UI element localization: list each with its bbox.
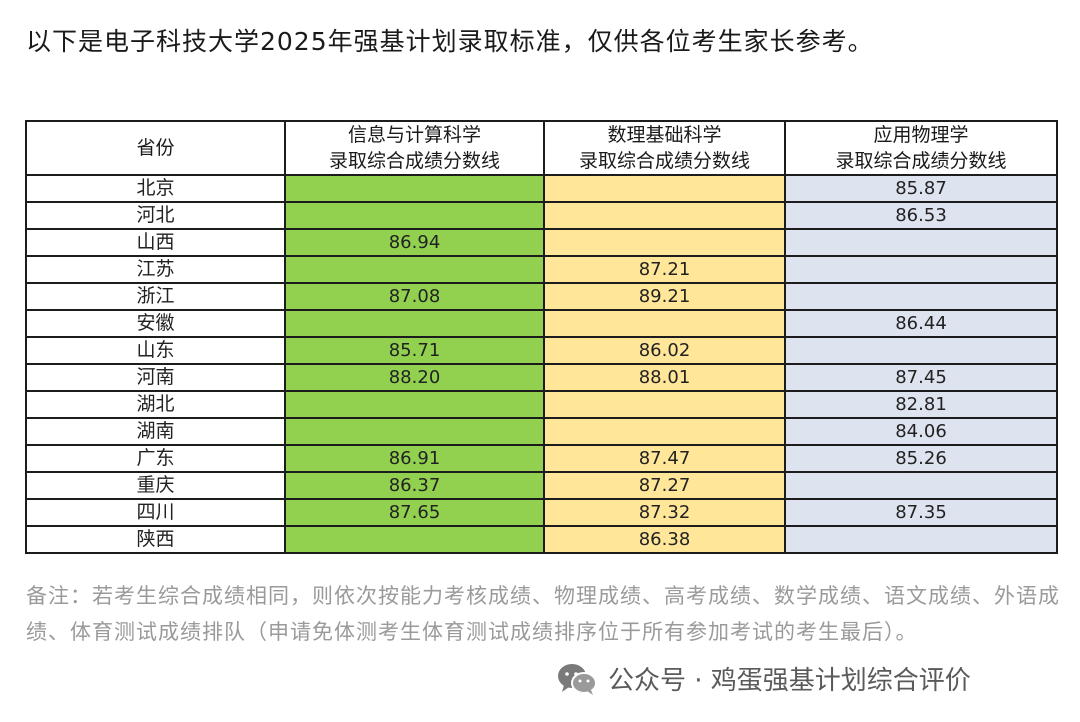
watermark: 公众号 · 鸡蛋强基计划综合评价: [556, 660, 971, 697]
math-score-cell: 87.27: [543, 471, 786, 500]
info-score-cell: [284, 174, 545, 203]
info-score-cell: 87.65: [284, 498, 545, 527]
phys-score-cell: [784, 525, 1058, 554]
info-score-cell: 86.94: [284, 228, 545, 257]
province-cell: 河南: [25, 363, 286, 392]
table-row: 四川 87.65 87.32 87.35: [25, 498, 1058, 527]
header-province: 省份: [25, 120, 286, 176]
note-text: 备注：若考生综合成绩相同，则依次按能力考核成绩、物理成绩、高考成绩、数学成绩、语…: [26, 584, 1060, 644]
header-line: 录取综合成绩分数线: [328, 150, 500, 172]
province-cell: 湖北: [25, 390, 286, 419]
phys-score-cell: [784, 228, 1058, 257]
province-cell: 江苏: [25, 255, 286, 284]
wechat-icon: [556, 661, 598, 697]
header-line: 录取综合成绩分数线: [835, 150, 1007, 172]
table-row: 江苏 87.21: [25, 255, 1058, 284]
header-line: 应用物理学: [873, 124, 969, 146]
phys-score-cell: [784, 282, 1058, 311]
phys-score-cell: [784, 336, 1058, 365]
header-line: 信息与计算科学: [347, 124, 481, 146]
table-row: 重庆 86.37 87.27: [25, 471, 1058, 500]
math-score-cell: [543, 417, 786, 446]
math-score-cell: [543, 228, 786, 257]
table-header-row: 省份 信息与计算科学 录取综合成绩分数线 数理基础科学 录取综合成绩分数线 应用物理…: [25, 120, 1058, 176]
table-body: 北京 85.87 河北 86.53 山西 86.94 江苏 87.21 浙江 87.08 89.21…: [25, 174, 1058, 554]
info-score-cell: [284, 309, 545, 338]
province-cell: 陕西: [25, 525, 286, 554]
math-score-cell: [543, 201, 786, 230]
intro-text: 以下是电子科技大学2025年强基计划录取标准，仅供各位考生家长参考。: [26, 27, 874, 56]
info-score-cell: 86.37: [284, 471, 545, 500]
info-score-cell: [284, 201, 545, 230]
phys-score-cell: 85.87: [784, 174, 1058, 203]
phys-score-cell: 87.35: [784, 498, 1058, 527]
phys-score-cell: [784, 471, 1058, 500]
province-cell: 浙江: [25, 282, 286, 311]
phys-score-cell: 87.45: [784, 363, 1058, 392]
phys-score-cell: 85.26: [784, 444, 1058, 473]
info-score-cell: 88.20: [284, 363, 545, 392]
table-row: 广东 86.91 87.47 85.26: [25, 444, 1058, 473]
table-row: 山东 85.71 86.02: [25, 336, 1058, 365]
math-score-cell: 86.38: [543, 525, 786, 554]
table-row: 湖北 82.81: [25, 390, 1058, 419]
header-math-physics-basic: 数理基础科学录取综合成绩分数线: [543, 120, 786, 176]
table-row: 安徽 86.44: [25, 309, 1058, 338]
phys-score-cell: 84.06: [784, 417, 1058, 446]
province-cell: 山东: [25, 336, 286, 365]
province-cell: 北京: [25, 174, 286, 203]
info-score-cell: [284, 390, 545, 419]
province-cell: 湖南: [25, 417, 286, 446]
info-score-cell: [284, 255, 545, 284]
math-score-cell: 86.02: [543, 336, 786, 365]
math-score-cell: 88.01: [543, 363, 786, 392]
province-cell: 四川: [25, 498, 286, 527]
phys-score-cell: [784, 255, 1058, 284]
header-line: 省份: [136, 137, 175, 159]
info-score-cell: 86.91: [284, 444, 545, 473]
math-score-cell: 87.32: [543, 498, 786, 527]
header-line: 数理基础科学: [607, 124, 722, 146]
phys-score-cell: 86.53: [784, 201, 1058, 230]
math-score-cell: 87.47: [543, 444, 786, 473]
math-score-cell: [543, 390, 786, 419]
info-score-cell: 87.08: [284, 282, 545, 311]
province-cell: 重庆: [25, 471, 286, 500]
province-cell: 安徽: [25, 309, 286, 338]
math-score-cell: 87.21: [543, 255, 786, 284]
math-score-cell: 89.21: [543, 282, 786, 311]
table-row: 北京 85.87: [25, 174, 1058, 203]
table-row: 河南 88.20 88.01 87.45: [25, 363, 1058, 392]
header-line: 录取综合成绩分数线: [578, 150, 750, 172]
table-row: 陕西 86.38: [25, 525, 1058, 554]
province-cell: 广东: [25, 444, 286, 473]
table-row: 浙江 87.08 89.21: [25, 282, 1058, 311]
province-cell: 河北: [25, 201, 286, 230]
header-applied-physics: 应用物理学录取综合成绩分数线: [784, 120, 1058, 176]
math-score-cell: [543, 174, 786, 203]
math-score-cell: [543, 309, 786, 338]
phys-score-cell: 82.81: [784, 390, 1058, 419]
province-cell: 山西: [25, 228, 286, 257]
phys-score-cell: 86.44: [784, 309, 1058, 338]
admission-score-table: 省份 信息与计算科学 录取综合成绩分数线 数理基础科学 录取综合成绩分数线 应用物理…: [25, 120, 1058, 554]
table-row: 湖南 84.06: [25, 417, 1058, 446]
table-row: 河北 86.53: [25, 201, 1058, 230]
info-score-cell: 85.71: [284, 336, 545, 365]
info-score-cell: [284, 525, 545, 554]
table-row: 山西 86.94: [25, 228, 1058, 257]
info-score-cell: [284, 417, 545, 446]
watermark-text: 公众号 · 鸡蛋强基计划综合评价: [608, 666, 971, 696]
header-info-computing: 信息与计算科学 录取综合成绩分数线: [284, 120, 545, 176]
